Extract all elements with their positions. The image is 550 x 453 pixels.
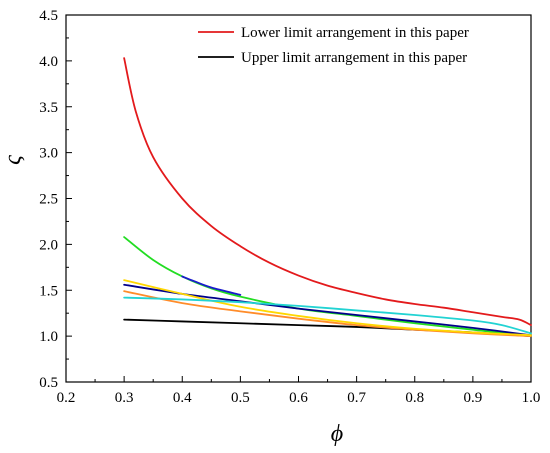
legend-label: Lower limit arrangement in this paper xyxy=(241,25,469,41)
x-tick-label: 0.5 xyxy=(231,390,250,406)
x-tick-label: 0.2 xyxy=(57,390,76,406)
series-line-4 xyxy=(181,275,242,296)
y-axis-label: ς xyxy=(0,155,26,165)
y-tick-label: 4.5 xyxy=(39,8,58,24)
x-tick-label: 0.8 xyxy=(405,390,424,406)
x-tick-label: 0.6 xyxy=(289,390,308,406)
x-tick-label: 0.3 xyxy=(115,390,134,406)
y-tick-label: 0.5 xyxy=(39,375,58,391)
y-tick-label: 4.0 xyxy=(39,54,58,70)
x-tick-label: 0.7 xyxy=(347,390,366,406)
series-layer xyxy=(123,57,532,338)
x-tick-label: 0.9 xyxy=(464,390,483,406)
y-tick-label: 2.0 xyxy=(39,237,58,253)
x-tick-label: 1.0 xyxy=(522,390,541,406)
y-tick-label: 1.5 xyxy=(39,283,58,299)
series-line-5 xyxy=(123,290,532,338)
series-line-2 xyxy=(123,236,532,338)
ticks-layer: 0.2 0.3 0.4 0.5 0.6 0.7 0.8 0.9 1.0 0.5 1.0 1.5 2.0 2… xyxy=(39,8,540,406)
y-tick-label: 3.0 xyxy=(39,146,58,162)
series-line-7 xyxy=(123,296,532,335)
y-tick-label: 1.0 xyxy=(39,329,58,345)
legend-label: Upper limit arrangement in this paper xyxy=(241,50,467,66)
x-axis-label: ϕ xyxy=(331,421,343,447)
y-tick-label: 2.5 xyxy=(39,192,58,208)
series-line-6 xyxy=(123,279,532,337)
y-tick-label: 3.5 xyxy=(39,100,58,116)
series-line-0 xyxy=(123,57,532,327)
legend: Lower limit arrangement in this paper Upp… xyxy=(198,25,469,66)
x-tick-label: 0.4 xyxy=(173,390,192,406)
series-line-3 xyxy=(123,283,532,337)
